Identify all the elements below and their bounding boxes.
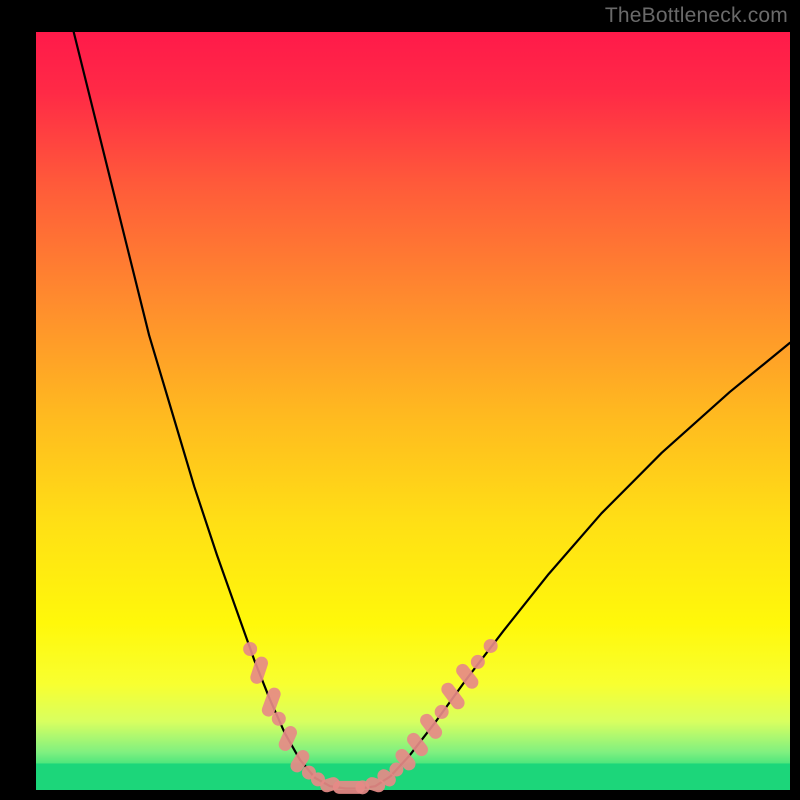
bottleneck-curve-chart [0, 0, 800, 800]
data-marker [435, 705, 449, 719]
data-marker [484, 639, 498, 653]
gradient-background [36, 32, 790, 790]
data-marker [272, 712, 286, 726]
figure-container: TheBottleneck.com [0, 0, 800, 800]
watermark-text: TheBottleneck.com [605, 4, 788, 28]
data-marker [243, 642, 257, 656]
data-marker [471, 655, 485, 669]
